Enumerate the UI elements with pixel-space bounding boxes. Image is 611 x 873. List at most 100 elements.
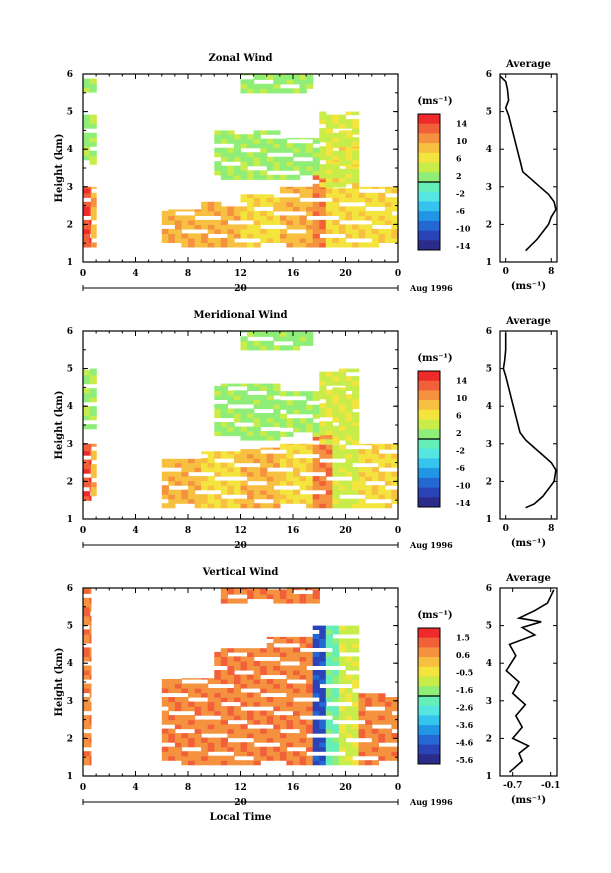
heatmap-cell	[365, 453, 373, 459]
heatmap-cell	[391, 471, 399, 477]
heatmap-cell	[306, 79, 314, 85]
heatmap-cell	[312, 201, 320, 207]
heatmap-cell	[201, 701, 209, 707]
heatmap-cell	[227, 697, 235, 703]
heatmap-cell	[319, 164, 327, 170]
heatmap-cell	[319, 480, 327, 486]
heatmap-cell	[384, 453, 393, 459]
heatmap-cell	[253, 152, 261, 158]
heatmap-cell	[365, 215, 373, 221]
y-tick-label: 4	[67, 402, 73, 412]
heatmap-cell	[286, 674, 294, 680]
heatmap-cell	[358, 449, 366, 455]
heatmap-cell	[168, 489, 176, 495]
heatmap-cell	[201, 494, 209, 500]
heatmap-cell	[260, 503, 268, 509]
heatmap-cell	[260, 746, 268, 752]
heatmap-cell	[325, 746, 333, 752]
colorbar-label: 2	[456, 428, 462, 438]
heatmap-cell	[338, 389, 347, 395]
heatmap-cell	[299, 458, 307, 464]
heatmap-cell	[332, 715, 340, 721]
heatmap-cell	[352, 485, 360, 491]
heatmap-cell	[293, 471, 301, 477]
heatmap-cell	[227, 589, 235, 595]
heatmap-cell	[89, 464, 92, 470]
heatmap-cell	[306, 692, 314, 698]
x-tick-label: 16	[287, 783, 300, 793]
heatmap-cell	[378, 197, 386, 203]
heatmap-cell	[240, 156, 248, 162]
heatmap-cell	[233, 394, 242, 400]
heatmap-cell	[358, 458, 366, 464]
heatmap-cell	[266, 331, 274, 337]
heatmap-cell	[220, 165, 228, 171]
heatmap-cell	[233, 383, 242, 387]
heatmap-cell	[266, 701, 274, 707]
heatmap-cell	[279, 598, 288, 604]
heatmap-cell	[338, 679, 347, 685]
heatmap-cell	[83, 379, 91, 385]
heatmap-cell	[365, 192, 373, 198]
heatmap-cell	[279, 336, 288, 342]
heatmap-cell	[89, 486, 92, 492]
heatmap-cell	[273, 476, 281, 482]
heatmap-cell	[253, 156, 261, 162]
heatmap-cell	[319, 228, 327, 234]
heatmap-cell	[306, 480, 314, 486]
heatmap-cell	[319, 719, 327, 725]
heatmap-cell	[352, 706, 360, 712]
heatmap-cell	[306, 224, 314, 230]
heatmap-cell	[319, 629, 327, 635]
heatmap-cell	[83, 468, 91, 474]
heatmap-cell	[247, 194, 255, 198]
heatmap-cell	[188, 476, 196, 482]
heatmap-cell	[325, 371, 333, 377]
heatmap-cell	[365, 733, 373, 739]
heatmap-cell	[220, 706, 228, 712]
heatmap-cell	[345, 111, 353, 116]
heatmap-cell	[247, 467, 255, 473]
heatmap-cell	[358, 485, 366, 491]
heatmap-cell	[174, 724, 183, 730]
heatmap-cell	[312, 588, 320, 591]
heatmap-cell	[240, 210, 248, 216]
heatmap-cell	[365, 489, 373, 495]
heatmap-cell	[345, 132, 353, 138]
heatmap-cell	[247, 233, 255, 239]
heatmap-cell	[279, 458, 288, 464]
heatmap-cell	[220, 138, 228, 144]
heatmap-cell	[214, 206, 222, 212]
heatmap-cell	[299, 192, 307, 198]
heatmap-cell	[260, 74, 268, 80]
heatmap-cell	[312, 498, 320, 504]
heatmap-cell	[161, 503, 169, 509]
heatmap-cell	[293, 152, 301, 158]
heatmap-cell	[89, 374, 97, 380]
heatmap-cell	[312, 594, 320, 600]
heatmap-cell	[194, 742, 202, 748]
heatmap-cell	[227, 656, 235, 662]
heatmap-cell	[286, 683, 294, 689]
heatmap-cell	[214, 724, 222, 730]
heatmap-cell	[83, 647, 91, 653]
heatmap-cell	[299, 74, 307, 80]
heatmap-cell	[273, 715, 281, 721]
heatmap-cell	[345, 376, 353, 382]
heatmap-cell	[286, 391, 294, 397]
heatmap-cell	[345, 188, 353, 194]
heatmap-cell	[233, 706, 242, 712]
profile-y-tick-label: 6	[486, 327, 492, 337]
heatmap-cell	[233, 498, 242, 504]
heatmap-cell	[286, 197, 294, 203]
heatmap-cell	[233, 656, 242, 662]
heatmap-cell	[247, 476, 255, 482]
heatmap-cell	[332, 692, 340, 698]
heatmap-cell	[279, 237, 288, 243]
heatmap-cell	[83, 192, 91, 198]
heatmap-cell	[345, 715, 353, 721]
heatmap-cell	[207, 237, 215, 243]
heatmap-cell	[266, 462, 274, 468]
heatmap-cell	[345, 173, 353, 179]
